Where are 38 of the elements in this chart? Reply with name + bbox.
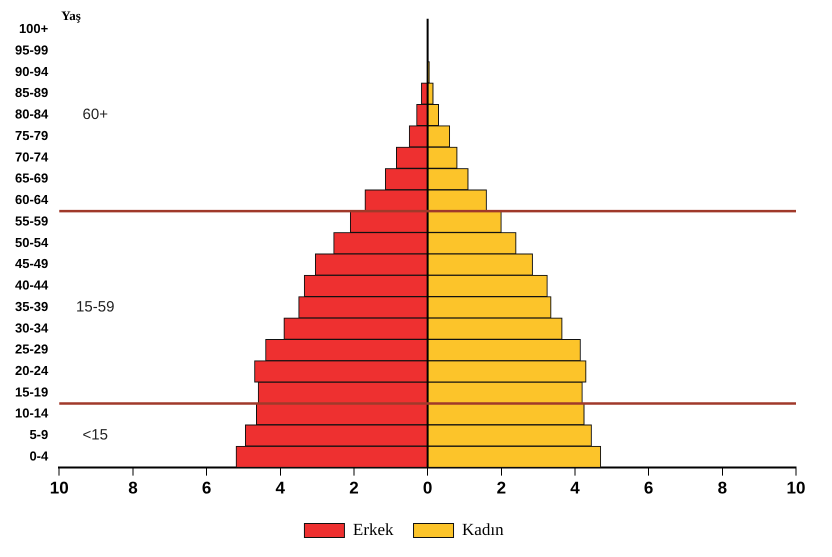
y-tick-label: 55-59 <box>15 213 48 228</box>
y-tick-label: 10-14 <box>15 406 50 421</box>
y-tick-label: 65-69 <box>15 170 48 186</box>
y-tick-label: 20-24 <box>15 363 50 378</box>
y-tick-label: 85-89 <box>15 85 48 100</box>
y-tick-label: 60-64 <box>15 192 50 208</box>
x-tick-label: 10 <box>50 478 69 498</box>
annotation: <15 <box>82 426 108 444</box>
y-tick-label: 30-34 <box>15 320 50 336</box>
x-tick-label: 0 <box>422 478 432 498</box>
y-tick-label: 70-74 <box>15 149 50 164</box>
y-tick-label: 15-19 <box>15 384 48 400</box>
legend-label: Erkek <box>352 520 394 539</box>
y-tick-label: 0-4 <box>29 448 50 464</box>
x-tick-label: 6 <box>202 478 212 498</box>
y-tick-label: 80-84 <box>15 106 50 122</box>
y-tick-label: 75-79 <box>15 128 48 143</box>
x-tick-label: 2 <box>496 478 506 498</box>
x-tick-label: 8 <box>718 478 728 498</box>
y-axis-title: Yaş <box>61 8 81 23</box>
y-tick-label: 50-54 <box>15 234 50 250</box>
x-tick-label: 2 <box>349 478 359 498</box>
legend-label: Kadın <box>462 520 504 539</box>
x-tick-label: 4 <box>276 478 286 498</box>
annotation: 15-59 <box>76 298 114 316</box>
x-tick-label: 6 <box>644 478 654 498</box>
x-tick-label: 4 <box>570 478 580 498</box>
y-tick-label: 95-99 <box>15 42 48 58</box>
y-tick-label: 40-44 <box>15 278 50 293</box>
y-tick-label: 100+ <box>18 21 49 36</box>
y-tick-label: 90-94 <box>15 64 50 79</box>
y-tick-label: 45-49 <box>15 256 48 272</box>
annotation: 60+ <box>82 106 108 124</box>
y-tick-label: 35-39 <box>15 298 48 314</box>
y-tick-label: 25-29 <box>15 342 48 357</box>
x-tick-label: 8 <box>128 478 138 498</box>
x-tick-label: 10 <box>786 478 806 498</box>
y-tick-label: 5-9 <box>29 427 48 442</box>
